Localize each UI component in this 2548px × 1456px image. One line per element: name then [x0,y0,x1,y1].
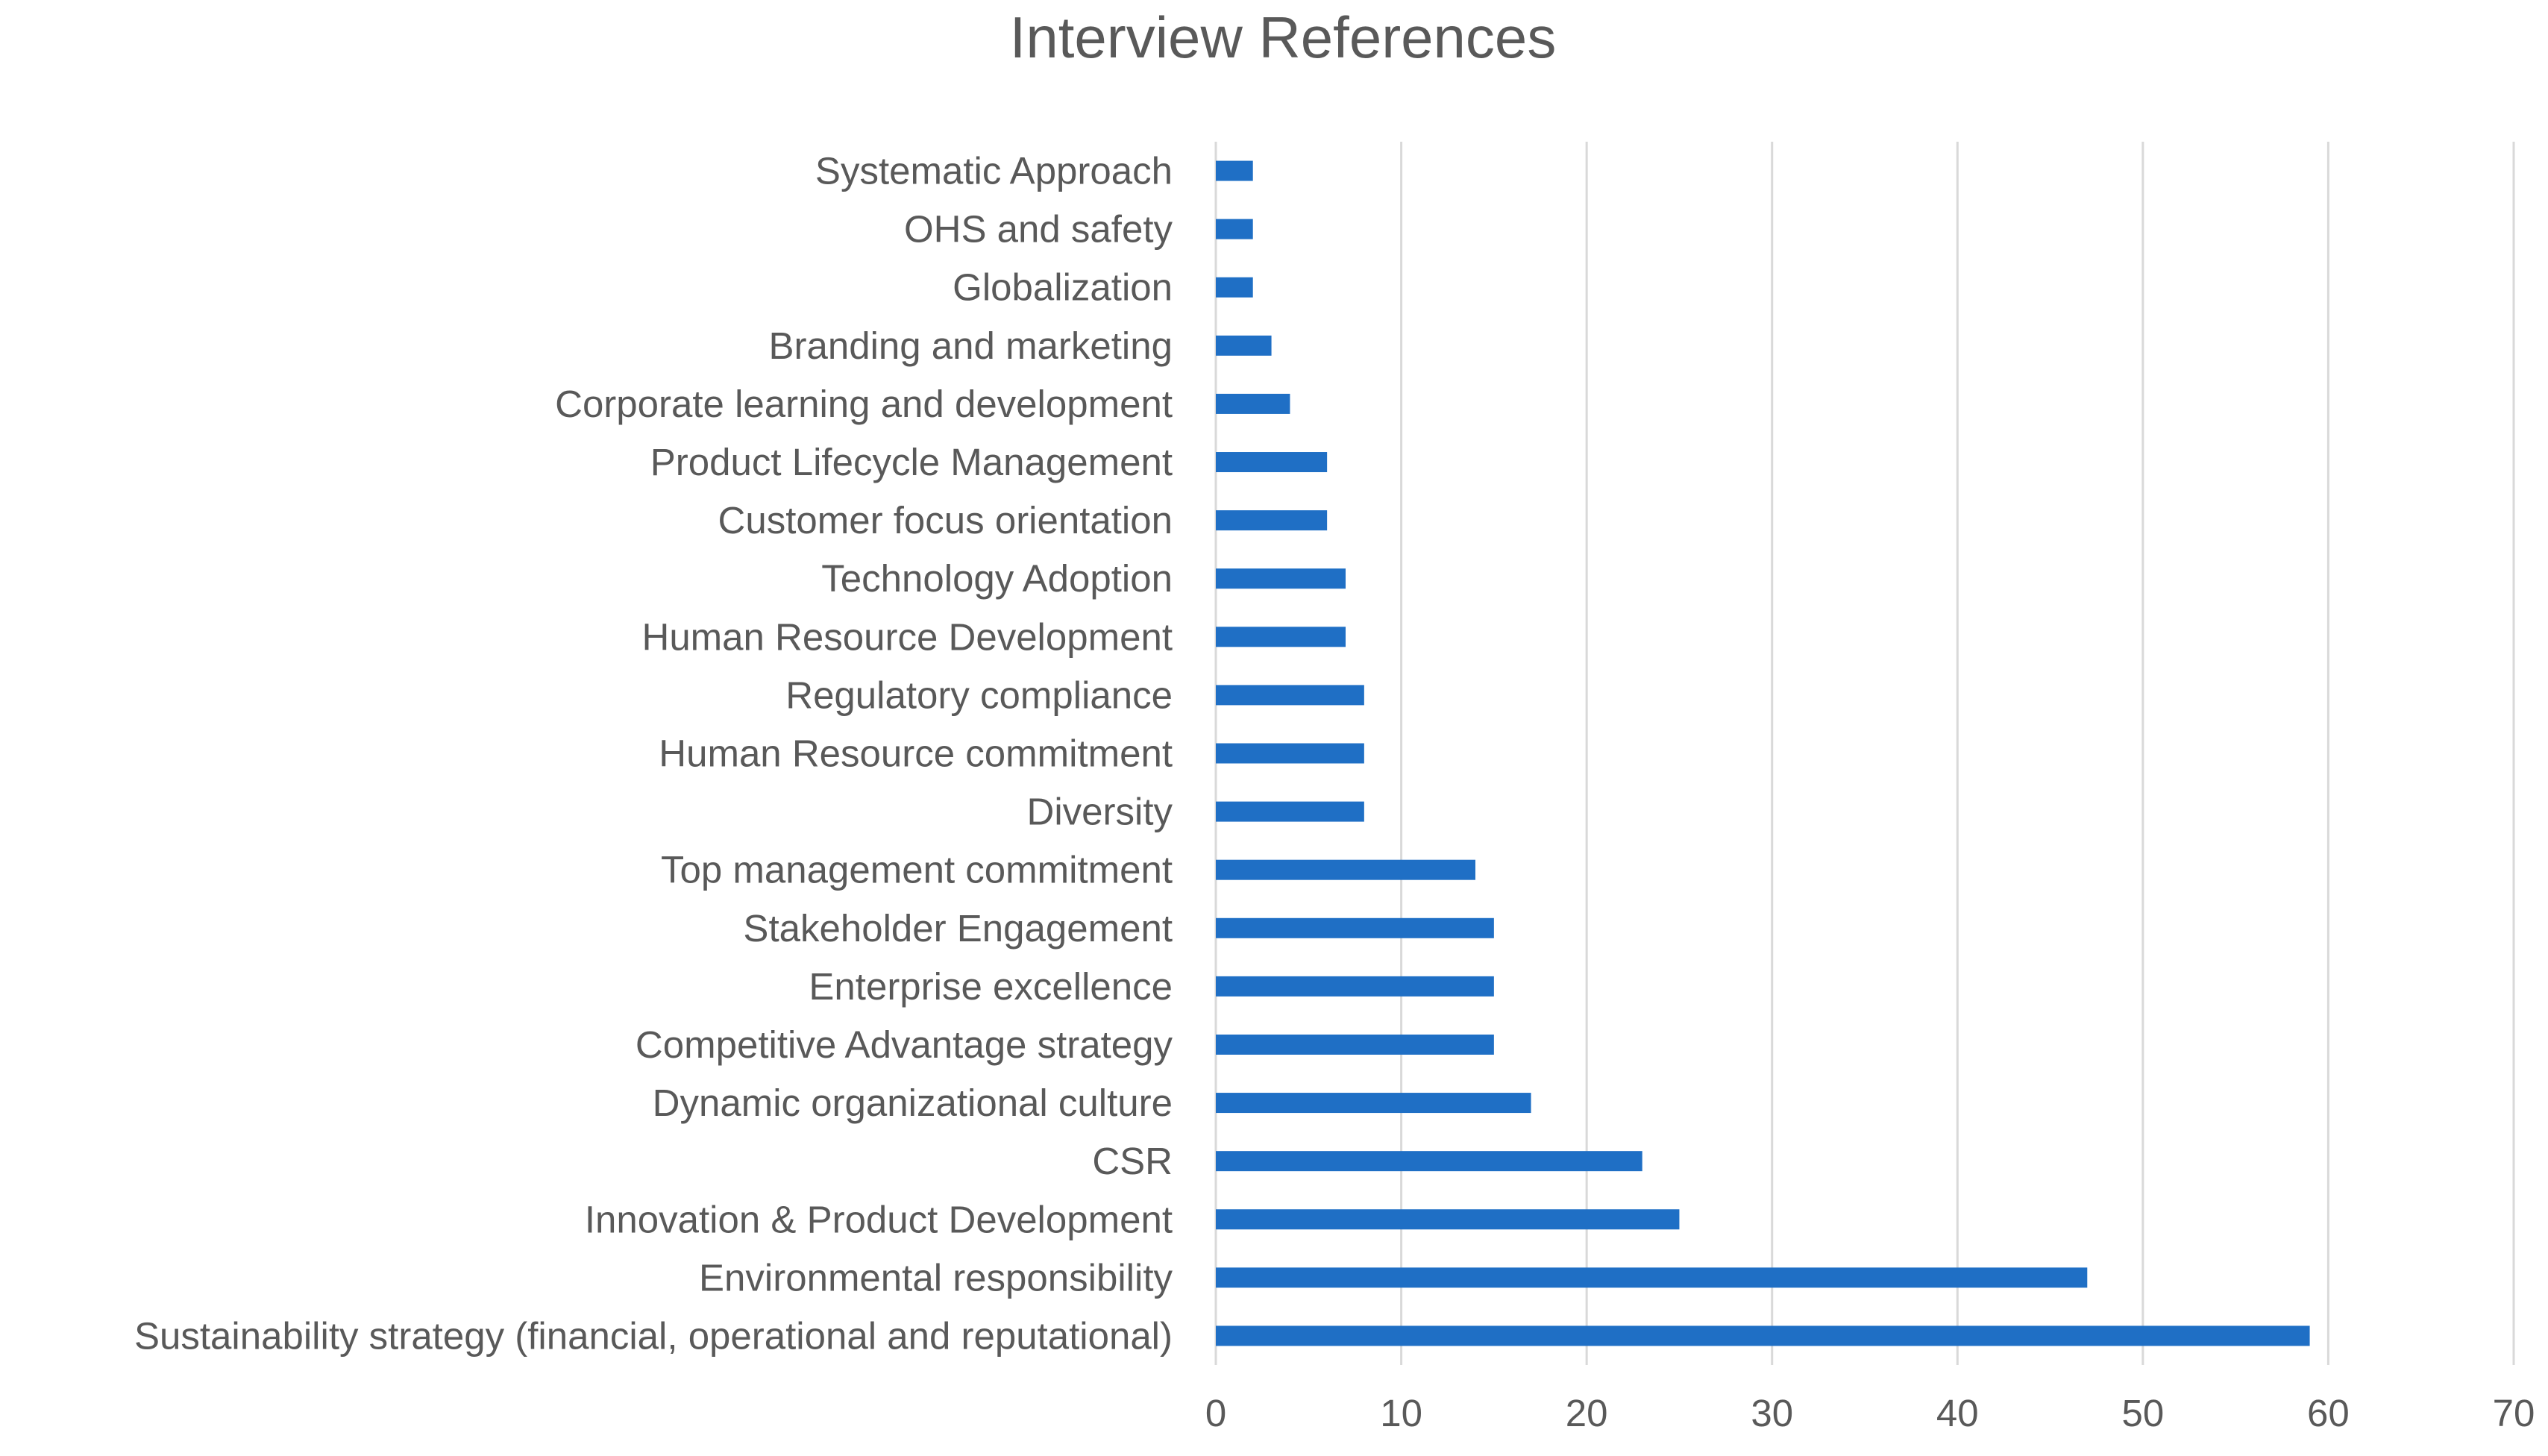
category-label: Environmental responsibility [699,1256,1173,1299]
x-tick-label: 40 [1936,1392,1979,1434]
bar [1216,335,1272,356]
category-labels: Systematic Approach OHS and safety Globali… [134,150,1173,1358]
chart-title: Interview References [1010,4,1557,70]
bar [1216,1151,1642,1172]
bar [1216,859,1475,880]
bar [1216,743,1364,764]
category-label: Customer focus orientation [718,499,1173,542]
bar [1216,917,1494,938]
category-label: Innovation & Product Development [585,1198,1173,1240]
x-tick-label: 0 [1205,1392,1226,1434]
category-label: Stakeholder Engagement [743,907,1173,950]
category-label: Dynamic organizational culture [653,1082,1173,1124]
bar [1216,277,1253,298]
category-label: Systematic Approach [815,150,1173,192]
x-tick-label: 70 [2493,1392,2535,1434]
grid-layer [1214,142,2515,1365]
x-tick-labels: 0 10 20 30 40 50 60 70 [1205,1392,2535,1434]
bar [1216,160,1253,181]
bar [1216,1034,1494,1055]
x-tick-label: 30 [1751,1392,1793,1434]
category-label: Competitive Advantage strategy [636,1023,1173,1066]
category-label: Regulatory compliance [785,674,1173,716]
bar [1216,685,1364,706]
bar [1216,1325,2310,1346]
bar [1216,393,1290,414]
x-tick-label: 20 [1566,1392,1608,1434]
category-label: Human Resource commitment [659,732,1173,775]
bar [1216,510,1328,531]
bar [1216,1209,1680,1230]
category-label: Branding and marketing [768,324,1173,367]
category-label: Diversity [1026,791,1173,833]
category-label: Product Lifecycle Management [650,441,1173,483]
category-label: OHS and safety [904,208,1173,251]
bar [1216,568,1346,589]
category-label: Human Resource Development [641,615,1173,658]
category-label: Top management commitment [661,849,1173,891]
bar [1216,1093,1531,1114]
bar [1216,976,1494,997]
x-tick-label: 50 [2121,1392,2164,1434]
bar [1216,627,1346,647]
bar [1216,219,1253,239]
x-tick-label: 10 [1380,1392,1422,1434]
category-label: Sustainability strategy (financial, oper… [134,1314,1173,1357]
bar-layer [1216,160,2310,1346]
category-label: Technology Adoption [821,557,1173,600]
bar [1216,1267,2088,1288]
bar [1216,801,1364,822]
x-tick-label: 60 [2307,1392,2350,1434]
category-label: Enterprise excellence [809,965,1173,1008]
category-label: CSR [1092,1140,1173,1182]
bar [1216,452,1328,473]
category-label: Globalization [953,266,1173,309]
category-label: Corporate learning and development [555,383,1173,425]
